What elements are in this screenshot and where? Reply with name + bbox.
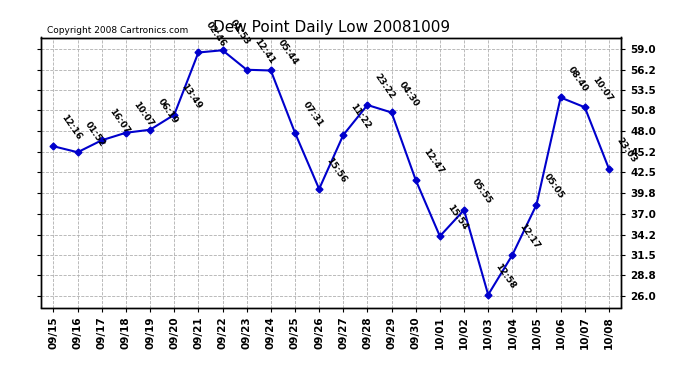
Text: 15:56: 15:56 xyxy=(325,156,348,185)
Text: 12:16: 12:16 xyxy=(59,114,83,142)
Text: 10:07: 10:07 xyxy=(132,100,155,129)
Text: 05:05: 05:05 xyxy=(542,172,566,201)
Title: Dew Point Daily Low 20081009: Dew Point Daily Low 20081009 xyxy=(213,20,450,35)
Text: 13:49: 13:49 xyxy=(180,82,204,111)
Text: 12:17: 12:17 xyxy=(518,222,542,251)
Text: 08:40: 08:40 xyxy=(566,65,590,93)
Text: 01:52: 01:52 xyxy=(83,120,107,148)
Text: 02:46: 02:46 xyxy=(204,20,228,48)
Text: 10:07: 10:07 xyxy=(591,75,614,103)
Text: 05:55: 05:55 xyxy=(470,177,493,206)
Text: 06:19: 06:19 xyxy=(156,97,179,126)
Text: 05:44: 05:44 xyxy=(277,38,300,66)
Text: 12:58: 12:58 xyxy=(494,262,518,291)
Text: 01:53: 01:53 xyxy=(228,18,252,46)
Text: 11:22: 11:22 xyxy=(349,102,373,131)
Text: 23:22: 23:22 xyxy=(373,72,397,101)
Text: 15:54: 15:54 xyxy=(446,203,469,232)
Text: 23:03: 23:03 xyxy=(615,136,638,165)
Text: 04:30: 04:30 xyxy=(397,80,421,108)
Text: 16:07: 16:07 xyxy=(108,108,131,136)
Text: 12:47: 12:47 xyxy=(422,147,445,176)
Text: 07:31: 07:31 xyxy=(301,100,324,129)
Text: Copyright 2008 Cartronics.com: Copyright 2008 Cartronics.com xyxy=(47,26,188,35)
Text: 12:41: 12:41 xyxy=(253,37,276,66)
